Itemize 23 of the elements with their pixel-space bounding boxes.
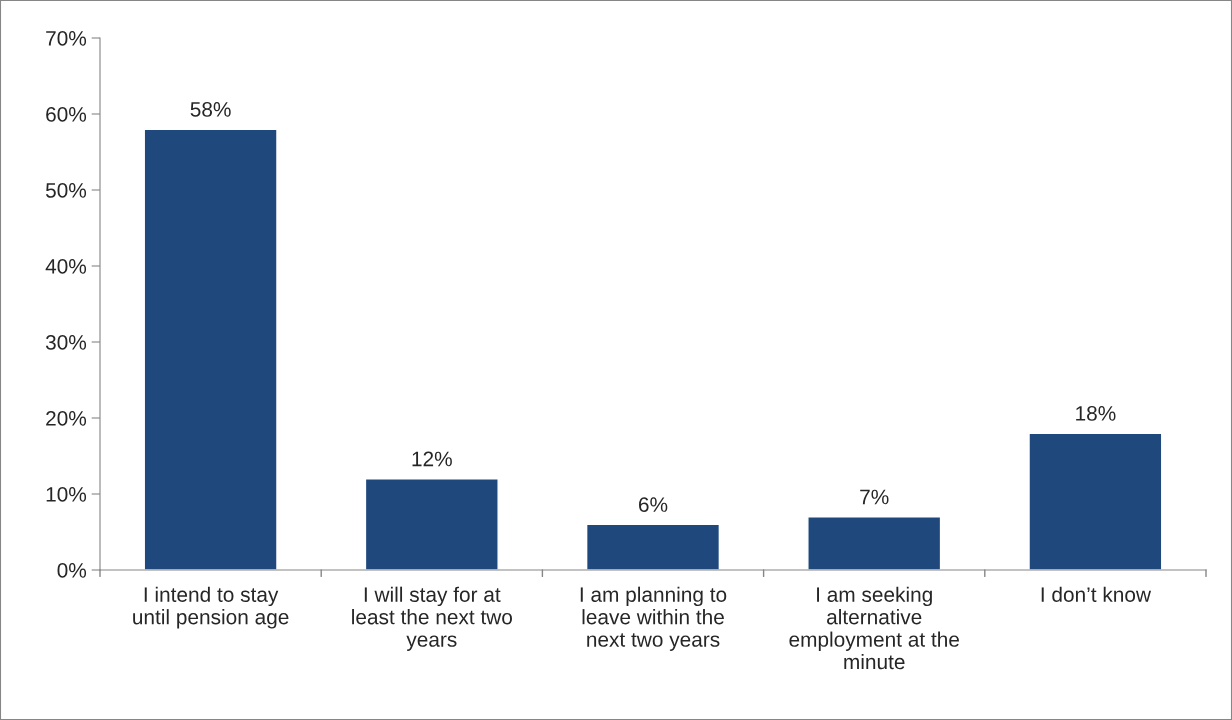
bar xyxy=(143,128,278,570)
y-tick-label: 70% xyxy=(46,31,87,46)
data-label: 58% xyxy=(190,102,231,117)
y-tick-label: 10% xyxy=(46,487,87,502)
x-tick-label: I will stay for at least the next two years xyxy=(352,586,512,651)
data-label: 6% xyxy=(639,497,668,512)
y-tick-label: 50% xyxy=(45,183,87,198)
bar xyxy=(585,523,721,570)
data-label: 7% xyxy=(860,489,889,505)
data-label: 12% xyxy=(412,451,452,467)
x-tick-label: I don’t know xyxy=(1041,586,1152,602)
y-tick-label: 40% xyxy=(45,259,87,274)
y-tick-label: 0% xyxy=(57,563,87,578)
x-tick-label: I intend to stay until pension age xyxy=(133,586,289,629)
y-tick-label: 60% xyxy=(46,107,87,122)
x-tick-label: I am seeking alternative employment at the minute xyxy=(789,586,959,670)
bar xyxy=(1028,432,1163,570)
bar xyxy=(364,478,499,570)
data-label: 18% xyxy=(1076,406,1116,421)
y-tick-label: 20% xyxy=(46,411,87,426)
bar xyxy=(807,516,942,570)
y-tick-label: 30% xyxy=(45,335,87,350)
x-tick-label: I am planning to leave within the next two years xyxy=(580,586,727,651)
